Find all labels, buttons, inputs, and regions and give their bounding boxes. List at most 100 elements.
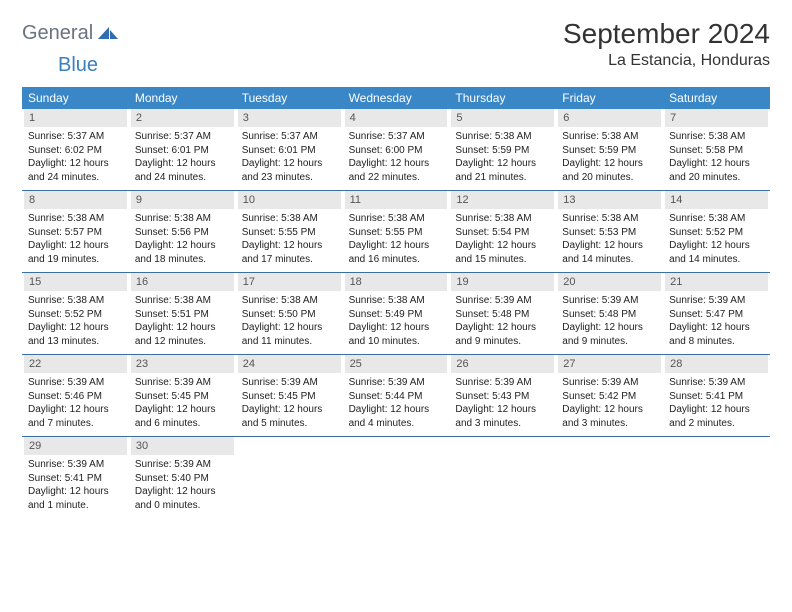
day-cell: 28Sunrise: 5:39 AMSunset: 5:41 PMDayligh… (663, 355, 770, 436)
week-row: 29Sunrise: 5:39 AMSunset: 5:41 PMDayligh… (22, 437, 770, 518)
sunrise-text: Sunrise: 5:38 AM (131, 294, 234, 308)
sunset-text: Sunset: 5:44 PM (345, 390, 448, 404)
week-row: 22Sunrise: 5:39 AMSunset: 5:46 PMDayligh… (22, 355, 770, 437)
day-number: 9 (131, 191, 234, 209)
day-cell: 6Sunrise: 5:38 AMSunset: 5:59 PMDaylight… (556, 109, 663, 190)
day-number: 17 (238, 273, 341, 291)
daylight-text: and 18 minutes. (131, 253, 234, 267)
empty-cell: . (449, 437, 556, 518)
sunrise-text: Sunrise: 5:38 AM (451, 130, 554, 144)
daylight-text: and 8 minutes. (665, 335, 768, 349)
sunset-text: Sunset: 5:53 PM (558, 226, 661, 240)
sunrise-text: Sunrise: 5:38 AM (558, 130, 661, 144)
sunrise-text: Sunrise: 5:38 AM (665, 212, 768, 226)
sunset-text: Sunset: 5:48 PM (451, 308, 554, 322)
day-cell: 18Sunrise: 5:38 AMSunset: 5:49 PMDayligh… (343, 273, 450, 354)
sunrise-text: Sunrise: 5:38 AM (238, 212, 341, 226)
daylight-text: Daylight: 12 hours (345, 157, 448, 171)
day-cell: 20Sunrise: 5:39 AMSunset: 5:48 PMDayligh… (556, 273, 663, 354)
daylight-text: Daylight: 12 hours (345, 239, 448, 253)
daylight-text: and 14 minutes. (665, 253, 768, 267)
day-cell: 7Sunrise: 5:38 AMSunset: 5:58 PMDaylight… (663, 109, 770, 190)
day-number: 21 (665, 273, 768, 291)
sunrise-text: Sunrise: 5:37 AM (131, 130, 234, 144)
daylight-text: and 22 minutes. (345, 171, 448, 185)
daylight-text: Daylight: 12 hours (24, 157, 127, 171)
daylight-text: Daylight: 12 hours (451, 321, 554, 335)
daylight-text: and 2 minutes. (665, 417, 768, 431)
daylight-text: Daylight: 12 hours (451, 157, 554, 171)
sunset-text: Sunset: 5:45 PM (238, 390, 341, 404)
sunrise-text: Sunrise: 5:39 AM (345, 376, 448, 390)
weekday-header: Sunday (22, 87, 129, 109)
daylight-text: and 17 minutes. (238, 253, 341, 267)
daylight-text: and 0 minutes. (131, 499, 234, 513)
weekday-header: Tuesday (236, 87, 343, 109)
daylight-text: Daylight: 12 hours (24, 485, 127, 499)
daylight-text: and 19 minutes. (24, 253, 127, 267)
sunset-text: Sunset: 5:41 PM (665, 390, 768, 404)
day-cell: 23Sunrise: 5:39 AMSunset: 5:45 PMDayligh… (129, 355, 236, 436)
calendar: SundayMondayTuesdayWednesdayThursdayFrid… (22, 87, 770, 518)
sunrise-text: Sunrise: 5:38 AM (451, 212, 554, 226)
daylight-text: Daylight: 12 hours (24, 239, 127, 253)
empty-cell: . (663, 437, 770, 518)
location: La Estancia, Honduras (563, 52, 770, 70)
daylight-text: and 9 minutes. (558, 335, 661, 349)
daylight-text: and 14 minutes. (558, 253, 661, 267)
sunset-text: Sunset: 5:54 PM (451, 226, 554, 240)
day-cell: 25Sunrise: 5:39 AMSunset: 5:44 PMDayligh… (343, 355, 450, 436)
daylight-text: Daylight: 12 hours (451, 239, 554, 253)
day-cell: 14Sunrise: 5:38 AMSunset: 5:52 PMDayligh… (663, 191, 770, 272)
day-number: 28 (665, 355, 768, 373)
title-block: September 2024 La Estancia, Honduras (563, 18, 770, 70)
day-number: 3 (238, 109, 341, 127)
daylight-text: and 5 minutes. (238, 417, 341, 431)
sunset-text: Sunset: 5:55 PM (345, 226, 448, 240)
daylight-text: Daylight: 12 hours (665, 321, 768, 335)
day-number: 26 (451, 355, 554, 373)
sunrise-text: Sunrise: 5:39 AM (451, 376, 554, 390)
sunset-text: Sunset: 6:02 PM (24, 144, 127, 158)
sunset-text: Sunset: 5:59 PM (451, 144, 554, 158)
daylight-text: Daylight: 12 hours (131, 157, 234, 171)
daylight-text: and 16 minutes. (345, 253, 448, 267)
day-cell: 1Sunrise: 5:37 AMSunset: 6:02 PMDaylight… (22, 109, 129, 190)
day-number: 4 (345, 109, 448, 127)
sunset-text: Sunset: 5:56 PM (131, 226, 234, 240)
day-number: 16 (131, 273, 234, 291)
sunset-text: Sunset: 5:48 PM (558, 308, 661, 322)
daylight-text: and 1 minute. (24, 499, 127, 513)
day-number: 5 (451, 109, 554, 127)
day-cell: 12Sunrise: 5:38 AMSunset: 5:54 PMDayligh… (449, 191, 556, 272)
sunset-text: Sunset: 5:58 PM (665, 144, 768, 158)
sunrise-text: Sunrise: 5:39 AM (558, 294, 661, 308)
daylight-text: and 11 minutes. (238, 335, 341, 349)
sunrise-text: Sunrise: 5:39 AM (131, 376, 234, 390)
weekday-header: Wednesday (343, 87, 450, 109)
daylight-text: and 23 minutes. (238, 171, 341, 185)
daylight-text: Daylight: 12 hours (558, 321, 661, 335)
weekday-header: Friday (556, 87, 663, 109)
daylight-text: and 3 minutes. (558, 417, 661, 431)
day-cell: 5 Sunrise: 5:38 AMSunset: 5:59 PMDaylight… (449, 109, 556, 190)
day-cell: 27Sunrise: 5:39 AMSunset: 5:42 PMDayligh… (556, 355, 663, 436)
day-cell: 10Sunrise: 5:38 AMSunset: 5:55 PMDayligh… (236, 191, 343, 272)
sunset-text: Sunset: 5:46 PM (24, 390, 127, 404)
empty-cell: . (343, 437, 450, 518)
day-cell: 30Sunrise: 5:39 AMSunset: 5:40 PMDayligh… (129, 437, 236, 518)
day-cell: 2Sunrise: 5:37 AMSunset: 6:01 PMDaylight… (129, 109, 236, 190)
sunrise-text: Sunrise: 5:38 AM (238, 294, 341, 308)
sunset-text: Sunset: 5:49 PM (345, 308, 448, 322)
daylight-text: Daylight: 12 hours (345, 321, 448, 335)
daylight-text: and 10 minutes. (345, 335, 448, 349)
sunrise-text: Sunrise: 5:37 AM (345, 130, 448, 144)
day-cell: 29Sunrise: 5:39 AMSunset: 5:41 PMDayligh… (22, 437, 129, 518)
day-cell: 4Sunrise: 5:37 AMSunset: 6:00 PMDaylight… (343, 109, 450, 190)
sunrise-text: Sunrise: 5:39 AM (665, 294, 768, 308)
day-number: 23 (131, 355, 234, 373)
day-number: 2 (131, 109, 234, 127)
daylight-text: and 21 minutes. (451, 171, 554, 185)
daylight-text: and 13 minutes. (24, 335, 127, 349)
daylight-text: and 20 minutes. (558, 171, 661, 185)
